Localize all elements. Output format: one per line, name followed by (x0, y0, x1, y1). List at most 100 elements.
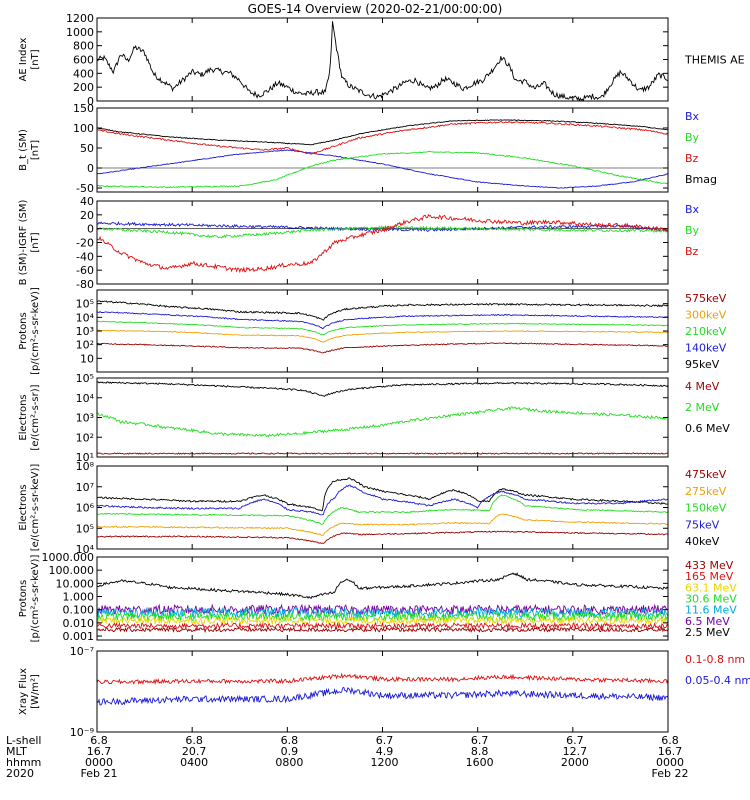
y-axis-units: [e/(cm²-s-sr)] (30, 384, 41, 450)
y-tick-label: 0.100 (63, 604, 95, 617)
series-140kev (97, 311, 668, 330)
y-tick-label: 0 (87, 223, 94, 236)
legend-bx: Bx (685, 110, 700, 123)
legend-2-5-mev: 2.5 MeV (685, 626, 730, 639)
panel-bfield: -50 0 50 100 150 B_t (SM) [nT] Bx By Bz Bmag (18, 102, 717, 195)
y-tick-label: 0 (87, 95, 94, 108)
y-tick-label: -50 (76, 182, 94, 195)
series-0-6-mev (97, 381, 668, 397)
y-axis-label: AE Index (18, 37, 29, 81)
x-row-label: 2020 (6, 767, 34, 780)
x-tick-mlt: 20.7 (182, 745, 207, 758)
y-tick-label: -80 (76, 278, 94, 291)
panel-frame (96, 650, 669, 733)
x-tick-lshell: 6.7 (376, 734, 394, 747)
legend-165-mev: 165 MeV (685, 570, 734, 583)
panel-frame (96, 556, 669, 641)
series-63-1-mev (97, 615, 668, 626)
y-tick-label: 10⁻⁷ (70, 645, 94, 658)
x-tick-lshell: 6.8 (661, 734, 679, 747)
y-tick-label: 10.000 (56, 577, 95, 590)
y-axis-units: [nT] (30, 140, 41, 160)
legend-0-1-0-8-nm: 0.1-0.8 nm (685, 653, 745, 666)
y-tick-label: 1.000 (63, 591, 95, 604)
series-bmag (97, 119, 668, 146)
x-tick-lshell: 6.8 (281, 734, 299, 747)
x-tick-mlt: 12.7 (563, 745, 588, 758)
panel-frame (96, 289, 669, 373)
series-bz (97, 120, 668, 155)
x-tick-date: Feb 22 (652, 767, 689, 780)
x-tick-mlt: 16.7 (658, 745, 683, 758)
y-tick-label: 20 (80, 209, 94, 222)
series-0-1-0-8-nm (97, 672, 668, 686)
y-tick-label: 10⁴ (76, 392, 95, 405)
y-tick-label: 10 (80, 352, 94, 365)
y-axis-units: [nT] (30, 49, 41, 69)
legend-0-6-mev: 0.6 MeV (685, 422, 730, 435)
series-475kev (97, 530, 668, 544)
series-by (97, 225, 668, 239)
y-axis-units: [p/(cm²-s-sr-keV)] (30, 287, 41, 375)
legend-95kev: 95keV (685, 358, 720, 371)
legend-63-1-mev: 63.1 MeV (685, 581, 737, 594)
y-tick-label: 10¹ (76, 451, 94, 464)
series-bx (97, 149, 668, 189)
y-tick-label: 10⁴ (76, 311, 95, 324)
series-2-5-mev (97, 572, 668, 600)
y-tick-label: 50 (80, 142, 94, 155)
legend-150kev: 150keV (685, 502, 727, 515)
x-tick-mlt: 8.8 (471, 745, 489, 758)
y-tick-label: 0.010 (63, 617, 95, 630)
x-row-label: MLT (6, 745, 27, 758)
y-tick-label: 10² (76, 339, 94, 352)
x-tick-hhmm: 1200 (371, 756, 399, 769)
legend-30-6-mev: 30.6 MeV (685, 593, 737, 606)
y-tick-label: 600 (73, 54, 94, 67)
legend-themis-ae: THEMIS AE (684, 54, 745, 67)
y-tick-label: 150 (73, 102, 94, 115)
y-tick-label: 1200 (66, 12, 94, 25)
series-150kev (97, 494, 668, 525)
y-axis-units: [p/(cm²-s-sr-keV)] (30, 555, 41, 643)
y-tick-label: 10⁵ (76, 298, 94, 311)
y-tick-label: 0 (87, 162, 94, 175)
legend-bz: Bz (685, 245, 699, 258)
series-165-mev (97, 621, 668, 631)
y-axis-label: Xray Flux (18, 668, 29, 715)
y-tick-label: 10³ (76, 325, 94, 338)
x-tick-lshell: 6.7 (566, 734, 584, 747)
panel-frame (96, 200, 669, 285)
y-tick-label: 40 (80, 195, 94, 208)
panel-frame (96, 17, 669, 102)
series-themis-ae (97, 21, 668, 101)
series-210kev (97, 320, 668, 336)
x-tick-lshell: 6.7 (471, 734, 489, 747)
y-tick-label: 400 (73, 67, 94, 80)
x-tick-mlt: 16.7 (87, 745, 112, 758)
legend-433-mev: 433 MeV (685, 559, 734, 572)
x-row-label: L-shell (6, 734, 42, 747)
y-axis-label: B_t (SM) (18, 129, 29, 171)
y-tick-label: 0.001 (63, 630, 95, 643)
legend-bx: Bx (685, 203, 700, 216)
legend-575kev: 575keV (685, 292, 727, 305)
series-bz (97, 213, 668, 274)
y-axis-label: B (SM)-IGRF (SM) (18, 200, 29, 286)
legend-bz: Bz (685, 152, 699, 165)
panel-frame (96, 107, 669, 193)
legend-275kev: 275keV (685, 485, 727, 498)
series-433-mev (97, 626, 668, 634)
panel-frame (96, 377, 669, 458)
y-axis-units: [e/(cm²-s-sr-keV)] (30, 464, 41, 552)
y-tick-label: 100.000 (49, 564, 95, 577)
panel-protons_high: 0.0010.0100.1001.00010.000100.0001000.00… (18, 551, 737, 643)
series-0-05-0-4-nm (97, 686, 668, 706)
y-axis-units: [nT] (30, 232, 41, 252)
